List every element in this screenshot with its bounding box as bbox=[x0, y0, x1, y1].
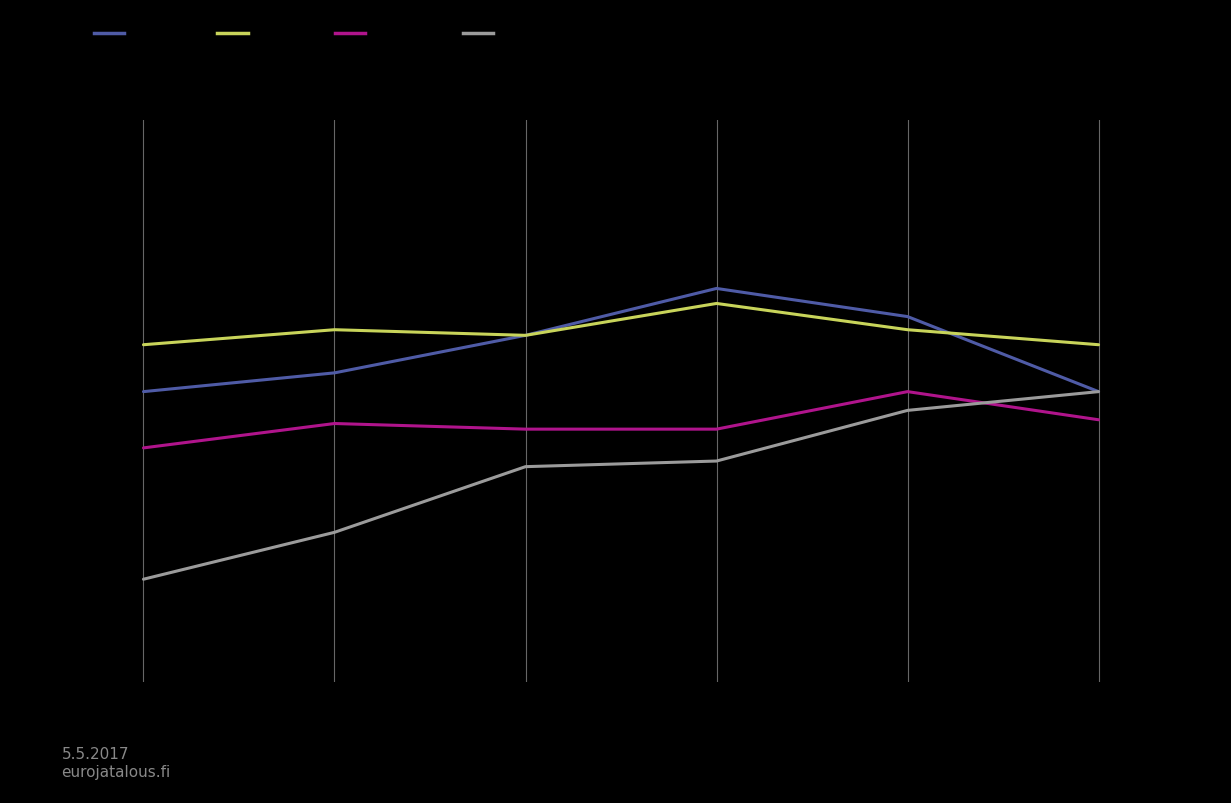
Text: 5.5.2017
eurojatalous.fi: 5.5.2017 eurojatalous.fi bbox=[62, 747, 171, 779]
Legend: Ruotsi, Norja, Tanska, Suomi: Ruotsi, Norja, Tanska, Suomi bbox=[94, 27, 549, 42]
